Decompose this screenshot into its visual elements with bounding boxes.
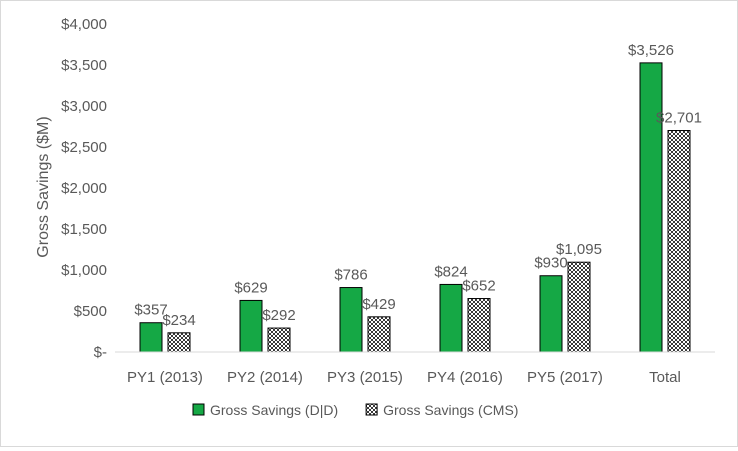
- bar-dd: [139, 322, 163, 353]
- legend-label: Gross Savings (CMS): [383, 402, 518, 418]
- data-label: $1,095: [556, 241, 602, 258]
- bar-dd: [239, 299, 263, 353]
- data-label: $2,701: [656, 110, 702, 127]
- x-tick-label: PY4 (2016): [427, 369, 503, 386]
- data-label: $357: [134, 302, 167, 319]
- data-label: $3,526: [628, 42, 674, 59]
- y-tick-label: $1,500: [61, 221, 107, 238]
- y-tick-label: $4,000: [61, 16, 107, 33]
- data-label: $234: [162, 312, 195, 329]
- x-tick-label: PY1 (2013): [127, 369, 203, 386]
- legend-label: Gross Savings (D|D): [210, 402, 338, 418]
- data-label: $292: [262, 307, 295, 324]
- data-label: $629: [234, 279, 267, 296]
- legend: Gross Savings (D|D) Gross Savings (CMS): [192, 402, 518, 418]
- y-tick-label: $3,000: [61, 98, 107, 115]
- legend-swatch: [192, 403, 205, 416]
- x-tick-label: PY2 (2014): [227, 369, 303, 386]
- x-tick-label: Total: [649, 369, 681, 386]
- bar-cms: [467, 298, 491, 353]
- bar-cms: [567, 261, 591, 353]
- y-tick-label: $500: [74, 303, 107, 320]
- y-tick-label: $3,500: [61, 57, 107, 74]
- bar-cms: [667, 130, 691, 353]
- y-tick-label: $1,000: [61, 262, 107, 279]
- y-tick-label: $2,000: [61, 180, 107, 197]
- data-label: $429: [362, 296, 395, 313]
- legend-swatch: [365, 403, 378, 416]
- y-axis-title: Gross Savings ($M): [35, 116, 52, 257]
- bar-cms: [367, 316, 391, 353]
- bar-dd: [339, 287, 363, 353]
- bar-dd: [439, 283, 463, 353]
- bar-cms: [167, 332, 191, 353]
- bar-dd: [639, 62, 663, 353]
- y-tick-label: $2,500: [61, 139, 107, 156]
- x-tick-label: PY3 (2015): [327, 369, 403, 386]
- data-label: $824: [434, 263, 467, 280]
- bar-cms: [267, 327, 291, 353]
- y-tick-label: $-: [94, 344, 107, 361]
- data-label: $930: [534, 255, 567, 272]
- x-tick-label: PY5 (2017): [527, 369, 603, 386]
- data-label: $652: [462, 278, 495, 295]
- data-label: $786: [334, 267, 367, 284]
- bar-dd: [539, 275, 563, 353]
